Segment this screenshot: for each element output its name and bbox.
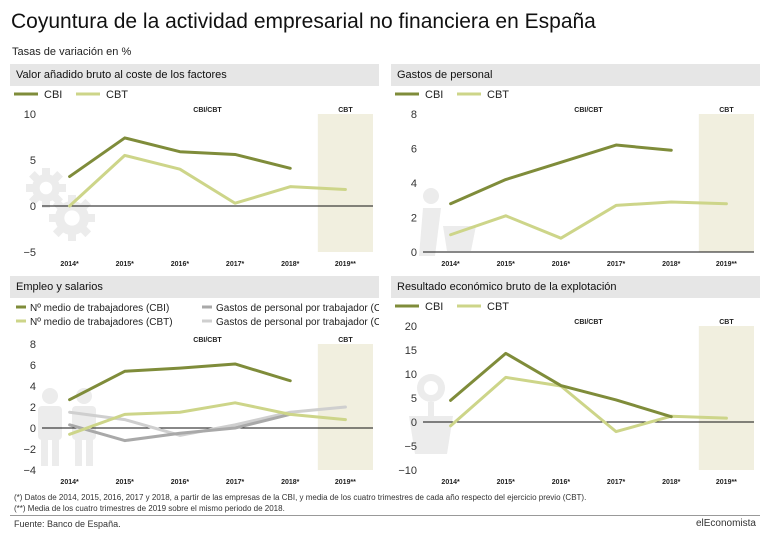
y-tick-label: 8 <box>30 339 36 351</box>
y-tick-label: 2 <box>411 213 417 225</box>
y-tick-label: −4 <box>23 465 36 477</box>
x-tick-label: 2017* <box>607 479 626 486</box>
y-tick-label: 4 <box>411 178 417 190</box>
page-subtitle: Tasas de variación en % <box>12 46 132 58</box>
panel-header-vab: Valor añadido bruto al coste de los fact… <box>10 64 379 86</box>
x-tick-label: 2018* <box>662 261 681 268</box>
series-line-1 <box>68 362 292 402</box>
legend-label: CBT <box>487 89 509 101</box>
legend-label: CBT <box>487 301 509 313</box>
y-tick-label: 10 <box>24 109 36 121</box>
x-tick-label: 2019** <box>335 479 356 486</box>
y-tick-label: −2 <box>23 444 36 456</box>
x-tick-label: 2014* <box>441 261 460 268</box>
x-tick-label: 2016* <box>552 479 571 486</box>
chart-gastos-personal: CBI/CBT CBT 0 2 4 6 8 2014* 2015* 2016* 2017* 2018*… <box>395 89 754 268</box>
series-line-2 <box>68 153 347 208</box>
x-tick-label: 2016* <box>552 261 571 268</box>
y-tick-label: 0 <box>30 201 36 213</box>
y-tick-label: 6 <box>411 144 417 156</box>
legend-label: Gastos de personal por trabajador (CBI) <box>216 303 379 314</box>
label-cbi-cbt: CBI/CBT <box>193 107 222 114</box>
panel-header-resultado: Resultado económico bruto de la explotac… <box>391 276 760 298</box>
label-cbi-cbt: CBI/CBT <box>574 107 603 114</box>
y-tick-label: −10 <box>398 465 417 477</box>
chart-empleo-salarios: CBI/CBT CBT −4 −2 0 2 4 6 8 2014* 2015* 2016* 2017* 2… <box>16 303 379 486</box>
legend-label: Gastos de personal por trabajador (CBT) <box>216 317 379 328</box>
gears-icon <box>26 168 95 241</box>
money-plant-icon <box>409 374 453 454</box>
series-line-1 <box>68 136 292 179</box>
y-tick-label: 6 <box>30 360 36 372</box>
x-tick-label: 2016* <box>171 479 190 486</box>
series-line-1 <box>449 351 673 419</box>
x-tick-label: 2018* <box>281 261 300 268</box>
x-tick-label: 2019** <box>335 261 356 268</box>
label-cbt: CBT <box>338 107 353 114</box>
label-cbt: CBT <box>338 337 353 344</box>
x-tick-label: 2015* <box>116 479 135 486</box>
series-line-1 <box>449 143 673 206</box>
footnote-2: (**) Media de los cuatro trimestres de 2… <box>14 504 285 513</box>
y-tick-label: −5 <box>23 247 36 259</box>
y-tick-label: 2 <box>30 402 36 414</box>
x-tick-label: 2016* <box>171 261 190 268</box>
forecast-band <box>698 326 754 470</box>
x-tick-label: 2014* <box>441 479 460 486</box>
x-tick-label: 2015* <box>497 261 516 268</box>
y-tick-label: 5 <box>30 155 36 167</box>
legend-label: Nº medio de trabajadores (CBT) <box>30 317 173 328</box>
x-tick-label: 2019** <box>716 261 737 268</box>
x-tick-label: 2015* <box>116 261 135 268</box>
source-note: Fuente: Banco de España. <box>14 519 121 529</box>
legend-label: Nº medio de trabajadores (CBI) <box>30 303 169 314</box>
x-tick-label: 2017* <box>226 479 245 486</box>
x-tick-label: 2014* <box>60 261 79 268</box>
y-tick-label: 0 <box>411 247 417 259</box>
panel-header-gastos: Gastos de personal <box>391 64 760 86</box>
y-tick-label: 5 <box>411 393 417 405</box>
series-line-3 <box>68 412 292 443</box>
x-tick-label: 2018* <box>281 479 300 486</box>
label-cbi-cbt: CBI/CBT <box>193 337 222 344</box>
x-tick-label: 2015* <box>497 479 516 486</box>
label-cbt: CBT <box>719 319 734 326</box>
y-tick-label: 8 <box>411 109 417 121</box>
chart-vab: CBI/CBT CBT −5 0 5 10 2014* 2015* 2016* 2017* 2018… <box>14 89 373 268</box>
legend-label: CBI <box>425 301 443 313</box>
x-tick-label: 2017* <box>226 261 245 268</box>
x-tick-label: 2017* <box>607 261 626 268</box>
panel-header-empleo: Empleo y salarios <box>10 276 379 298</box>
legend-label: CBT <box>106 89 128 101</box>
brand-logo: elEconomista <box>695 518 756 529</box>
y-tick-label: −5 <box>404 441 417 453</box>
x-tick-label: 2014* <box>60 479 79 486</box>
x-tick-label: 2019** <box>716 479 737 486</box>
forecast-band <box>698 114 754 252</box>
footnote-1: (*) Datos de 2014, 2015, 2016, 2017 y 20… <box>14 493 587 502</box>
series-line-2 <box>449 375 728 434</box>
y-tick-label: 0 <box>30 423 36 435</box>
x-tick-label: 2018* <box>662 479 681 486</box>
y-tick-label: 15 <box>405 345 417 357</box>
person-with-cart-icon <box>419 188 476 256</box>
y-tick-label: 4 <box>30 381 36 393</box>
label-cbi-cbt: CBI/CBT <box>574 319 603 326</box>
y-tick-label: 0 <box>411 417 417 429</box>
y-tick-label: 20 <box>405 321 417 333</box>
footer-divider <box>10 515 760 516</box>
chart-resultado-bruto: CBI/CBT CBT −10 −5 0 5 10 15 20 2014* 2015* 2016* 20… <box>395 301 754 486</box>
legend-label: CBI <box>425 89 443 101</box>
y-tick-label: 10 <box>405 369 417 381</box>
series-line-2 <box>68 401 347 436</box>
legend-label: CBI <box>44 89 62 101</box>
forecast-band <box>317 114 373 252</box>
label-cbt: CBT <box>719 107 734 114</box>
page-title: Coyuntura de la actividad empresarial no… <box>11 10 596 33</box>
series-line-2 <box>449 200 728 240</box>
